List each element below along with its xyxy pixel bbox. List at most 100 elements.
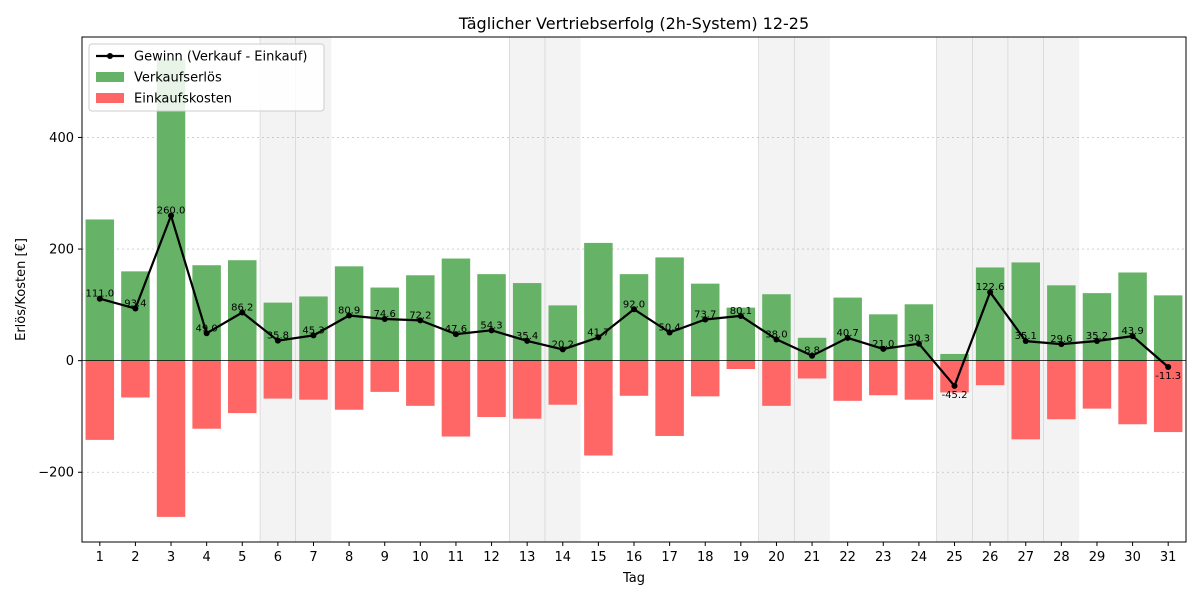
cost-bar — [762, 360, 791, 406]
profit-data-label: 38.0 — [765, 329, 787, 340]
cost-bar — [726, 360, 756, 370]
profit-data-label: 260.0 — [157, 206, 186, 217]
cost-bar — [975, 360, 1005, 386]
cost-bar — [690, 360, 720, 397]
profit-data-label: 54.3 — [480, 320, 502, 331]
profit-data-label: 80.9 — [338, 306, 360, 317]
weekend-band — [544, 37, 581, 542]
x-tick-label: 21 — [804, 550, 821, 565]
revenue-bar — [584, 242, 613, 361]
profit-point — [737, 312, 744, 319]
cost-bar — [797, 360, 827, 379]
profit-data-label: -11.3 — [1155, 371, 1181, 382]
x-tick-label: 26 — [982, 550, 999, 565]
profit-point — [274, 337, 281, 344]
revenue-bar — [299, 296, 328, 361]
profit-data-label: 93.4 — [124, 299, 146, 310]
profit-data-label: 21.0 — [872, 339, 894, 350]
profit-point — [524, 337, 531, 344]
x-tick-label: 31 — [1160, 550, 1177, 565]
x-tick-label: 19 — [733, 550, 750, 565]
cost-bar — [85, 360, 115, 440]
legend-box — [88, 43, 325, 112]
data-labels: 111.0 93.4 260.0 49.0 86.2 35.8 45.3 80.9 74.6 72… — [85, 206, 1181, 401]
bars — [85, 59, 1183, 517]
x-tick-label: 8 — [345, 550, 353, 565]
revenue-bar — [869, 314, 898, 361]
legend-label: Einkaufskosten — [134, 92, 232, 107]
x-tick-label: 10 — [412, 550, 429, 565]
profit-data-label: 35.1 — [1015, 331, 1037, 342]
x-ticks: 1 2 3 4 5 6 7 8 9 10 11 12 13 14 15 16 17 18 19 20 21 22 23 24 2… — [96, 542, 1177, 565]
profit-data-label: 47.6 — [445, 324, 467, 335]
x-tick-label: 27 — [1017, 550, 1034, 565]
profit-data-label: 111.0 — [85, 289, 114, 300]
cost-bar — [655, 360, 684, 436]
y-axis-label: Erlös/Kosten [€] — [14, 238, 29, 341]
profit-data-label: 30.3 — [908, 334, 930, 345]
revenue-bar — [1082, 293, 1112, 361]
revenue-bar — [762, 294, 791, 361]
profit-point — [880, 345, 887, 352]
revenue-bar — [192, 265, 221, 361]
legend-marker-swatch — [107, 53, 113, 59]
profit-point — [1129, 333, 1136, 340]
profit-data-label: 74.6 — [374, 309, 396, 320]
profit-point — [1165, 363, 1172, 370]
revenue-bar — [512, 283, 542, 361]
cost-bar — [584, 360, 613, 456]
profit-point — [809, 352, 816, 359]
x-tick-label: 29 — [1089, 550, 1106, 565]
x-tick-label: 17 — [661, 550, 678, 565]
profit-point — [203, 330, 210, 337]
cost-bar — [192, 360, 221, 429]
cost-bar — [477, 360, 506, 418]
cost-bar — [121, 360, 150, 398]
cost-bar — [904, 360, 934, 400]
weekend-band — [936, 37, 973, 542]
y-tick-label: 0 — [66, 354, 74, 369]
profit-point — [987, 289, 994, 296]
profit-data-label: 92.0 — [623, 299, 645, 310]
profit-data-label: 49.0 — [196, 323, 218, 334]
profit-point — [559, 346, 566, 353]
x-tick-label: 22 — [839, 550, 856, 565]
x-tick-label: 28 — [1053, 550, 1070, 565]
weekend-band — [260, 37, 296, 542]
profit-point — [844, 334, 851, 341]
profit-point — [666, 329, 673, 336]
cost-bar — [263, 360, 293, 399]
cost-bar — [869, 360, 898, 396]
y-tick-label: 400 — [49, 131, 74, 146]
revenue-bar — [477, 274, 506, 361]
cost-bar — [441, 360, 471, 437]
profit-point — [915, 340, 922, 347]
profit-data-label: 41.7 — [587, 327, 609, 338]
revenue-bar — [1118, 272, 1147, 361]
x-tick-label: 25 — [946, 550, 963, 565]
revenue-bar — [370, 287, 399, 361]
x-tick-label: 20 — [768, 550, 785, 565]
profit-data-label: 45.3 — [302, 325, 324, 336]
x-tick-label: 16 — [626, 550, 643, 565]
revenue-bar — [441, 258, 471, 361]
profit-data-label: 29.6 — [1050, 334, 1072, 345]
profit-data-label: 80.1 — [730, 306, 752, 317]
profit-point — [951, 382, 958, 389]
cost-bar — [1118, 360, 1147, 425]
profit-point — [702, 316, 709, 323]
revenue-bar — [85, 219, 115, 361]
x-tick-label: 23 — [875, 550, 892, 565]
cost-bar — [406, 360, 435, 406]
profit-point — [773, 336, 780, 343]
x-tick-label: 9 — [381, 550, 389, 565]
x-tick-label: 12 — [483, 550, 500, 565]
x-tick-label: 5 — [238, 550, 246, 565]
cost-bar — [370, 360, 399, 392]
revenue-bar — [1047, 285, 1076, 361]
cost-bar — [228, 360, 257, 414]
revenue-bar — [797, 337, 827, 361]
cost-bar — [1011, 360, 1040, 440]
profit-data-label: 86.2 — [231, 303, 253, 314]
